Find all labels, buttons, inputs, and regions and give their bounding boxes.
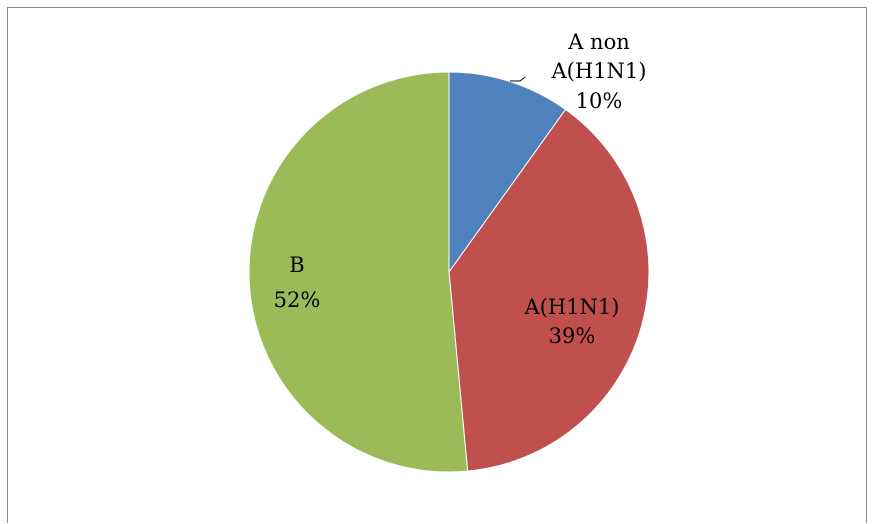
slice-percent-a-h1n1: 39%: [549, 324, 596, 348]
pie-slice-a-h1n1: [448, 108, 650, 472]
slice-percent-a-non-h1n1: 10%: [576, 89, 623, 113]
slice-label-a-non-h1n1-line1: A non: [567, 30, 630, 54]
slice-percent-b: 52%: [274, 288, 321, 312]
slice-label-b: B: [289, 253, 304, 277]
pie-slice-a-non-h1n1: [448, 71, 567, 274]
slice-label-a-h1n1: A(H1N1): [524, 295, 620, 319]
pie-chart: A non A(H1N1) 10% A(H1N1) 39% B 52%: [248, 30, 650, 473]
pie-slice-b: [248, 71, 469, 473]
leader-line: [510, 76, 526, 82]
slice-label-a-non-h1n1-line2: A(H1N1): [551, 59, 647, 83]
chart-frame: A non A(H1N1) 10% A(H1N1) 39% B 52%: [7, 7, 867, 523]
